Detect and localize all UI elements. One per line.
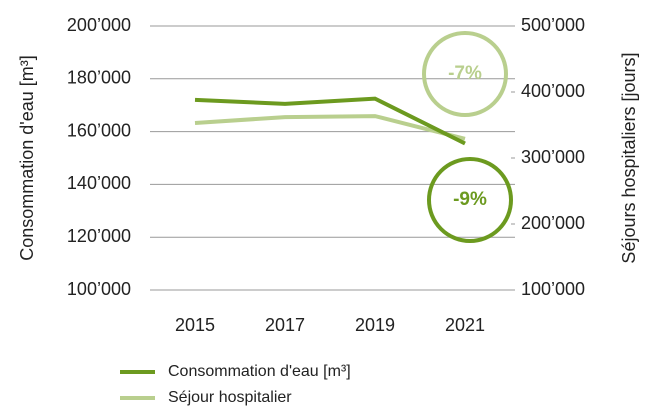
x-tick-label: 2019 [355,315,395,335]
y-tick-label: 100’000 [67,279,131,299]
y2-tick-label: 500’000 [521,15,585,35]
x-tick-label: 2021 [445,315,485,335]
y-axis-label: Consommation d'eau [m³] [17,55,37,261]
series-line [194,96,466,146]
y-tick-label: 180’000 [67,68,131,88]
series-line [194,114,466,141]
y-tick-label: 160’000 [67,120,131,140]
x-tick-label: 2017 [265,315,305,335]
y-tick-label: 200’000 [67,15,131,35]
annotation: -9% [453,189,487,210]
legend-label: Consommation d'eau [m³] [168,363,351,380]
y2-tick-label: 400’000 [521,81,585,101]
y2-axis-label: Séjours hospitaliers [jours] [619,52,639,263]
y-tick-label: 140’000 [67,173,131,193]
y2-tick-label: 100’000 [521,279,585,299]
y-tick-label: 120’000 [67,226,131,246]
y2-tick-label: 300’000 [521,147,585,167]
annotation-circle [427,157,513,243]
x-tick-label: 2015 [175,315,215,335]
annotation: -7% [448,63,482,84]
y2-tick-label: 200’000 [521,213,585,233]
legend-label: Séjour hospitalier [168,389,292,406]
annotation-circle [422,31,508,117]
